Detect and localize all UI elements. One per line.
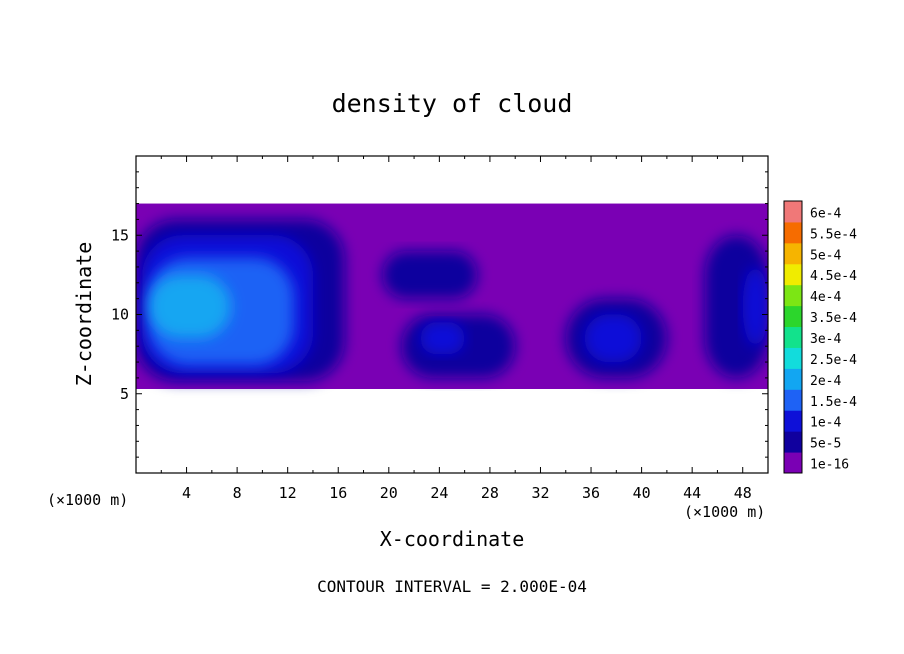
colorbar-label: 2.5e-4 [810,353,857,368]
x-tick-label: 24 [430,484,448,502]
colorbar-band-7 [784,305,802,328]
colorbar-band-12 [784,201,802,223]
colorbar-band-11 [784,221,802,244]
x-axis-label: X-coordinate [380,527,525,551]
cloud-density-field [136,203,768,389]
colorbar-label: 2e-4 [810,374,841,389]
chart-title: density of cloud [332,89,573,118]
colorbar-band-8 [784,284,802,307]
colorbar-frame [783,200,803,474]
x-tick-label: 20 [380,484,398,502]
colorbar-label: 1e-4 [810,416,841,431]
colorbar-label: 1.5e-4 [810,395,857,410]
colorbar-band-2 [784,410,802,432]
colorbar-band-3 [784,389,802,411]
plot-area [135,155,769,474]
axis-ticks [136,156,768,473]
colorbar-label: 5.5e-4 [810,227,857,242]
density-region-4 [148,274,231,339]
colorbar-band-10 [784,242,802,265]
colorbar [783,200,803,474]
density-region-11 [382,251,478,299]
x-tick-label: 4 [182,484,191,502]
x-tick-label: 28 [481,484,499,502]
colorbar-band-6 [784,326,802,348]
x-unit-left: (×1000 m) [47,491,128,509]
density-region-8 [584,314,642,363]
colorbar-label: 5e-5 [810,437,841,452]
colorbar-band-9 [784,263,802,286]
x-unit-right: (×1000 m) [684,503,765,521]
y-tick-label: 5 [120,385,129,403]
x-tick-label: 48 [734,484,752,502]
density-region-6 [420,322,465,355]
colorbar-label: 6e-4 [810,206,841,221]
colorbar-label: 3.5e-4 [810,311,857,326]
colorbar-band-4 [784,368,802,390]
x-tick-label: 36 [582,484,600,502]
colorbar-label: 4e-4 [810,290,841,305]
x-tick-label: 32 [531,484,549,502]
colorbar-band-5 [784,347,802,369]
colorbar-band-0 [784,452,802,474]
x-tick-label: 40 [633,484,651,502]
x-tick-label: 44 [683,484,701,502]
colorbar-band-1 [784,431,802,453]
colorbar-labels: 1e-16 5e-5 1e-4 1.5e-4 2e-4 2.5e-4 3e-4 3.5e-4 4… [810,206,857,472]
colorbar-label: 4.5e-4 [810,269,857,284]
x-tick-label: 16 [329,484,347,502]
contour-interval-note: CONTOUR INTERVAL = 2.000E-04 [317,577,587,596]
x-tick-labels: 4 8 12 16 20 24 28 32 36 40 44 48 [182,484,752,502]
density-region-10 [742,266,768,347]
colorbar-label: 1e-16 [810,458,849,473]
y-axis-label: Z-coordinate [72,242,96,387]
colorbar-label: 5e-4 [810,248,841,263]
x-tick-label: 8 [233,484,242,502]
x-tick-label: 12 [279,484,297,502]
y-tick-label: 10 [111,306,129,324]
y-tick-labels: 5 10 15 [111,226,129,403]
colorbar-label: 3e-4 [810,332,841,347]
y-tick-label: 15 [111,226,129,244]
